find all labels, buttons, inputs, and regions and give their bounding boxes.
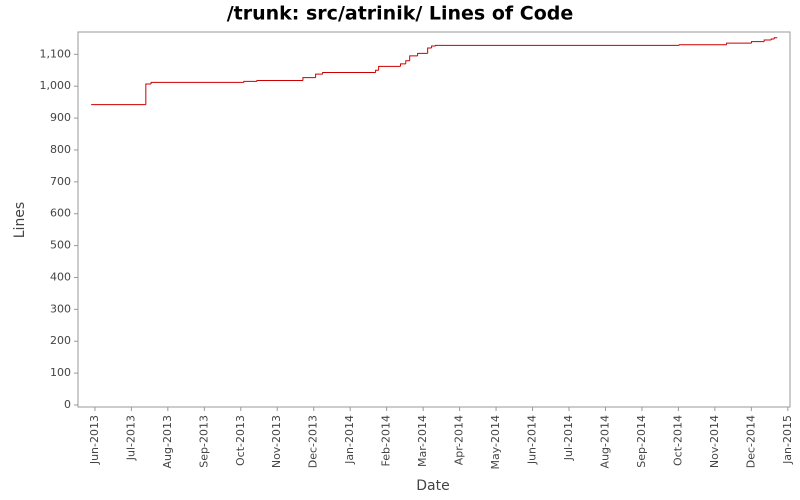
- x-tick-label: Jun-2014: [526, 415, 539, 465]
- x-tick-label: Aug-2014: [598, 415, 611, 468]
- line-step: [427, 47, 432, 54]
- line-step: [322, 71, 376, 75]
- x-tick-label: Aug-2013: [161, 415, 174, 468]
- line-step: [678, 44, 727, 46]
- plot-area: [77, 31, 791, 408]
- x-tick-label: Jun-2013: [88, 415, 101, 465]
- y-axis-title: Lines: [12, 202, 28, 238]
- y-tick-label: 800: [50, 143, 71, 156]
- line-step: [378, 65, 401, 71]
- x-tick-label: Jan-2015: [781, 415, 794, 465]
- x-tick-label: Apr-2014: [453, 415, 466, 465]
- y-tick-label: 100: [50, 366, 71, 379]
- line-step: [256, 79, 303, 82]
- line-step: [315, 73, 323, 78]
- line-step: [400, 63, 406, 67]
- x-tick-label: Dec-2014: [744, 415, 757, 468]
- line-step: [435, 44, 680, 47]
- line-step: [302, 77, 316, 81]
- x-axis-title: Date: [416, 478, 449, 494]
- x-tick-label: Jan-2014: [343, 415, 356, 465]
- line-step: [405, 60, 410, 64]
- y-tick-label: 600: [50, 207, 71, 220]
- x-tick-label: Nov-2013: [270, 415, 283, 468]
- y-tick-label: 700: [50, 175, 71, 188]
- x-tick-label: Sep-2014: [635, 415, 648, 468]
- y-tick-label: 1,100: [40, 47, 72, 60]
- line-step: [243, 80, 257, 83]
- line-step: [409, 55, 418, 61]
- y-tick-label: 300: [50, 302, 71, 315]
- line-step: [763, 39, 772, 42]
- line-step: [417, 52, 428, 56]
- line-step: [726, 42, 752, 45]
- y-tick-label: 200: [50, 334, 71, 347]
- x-tick-label: Oct-2014: [671, 415, 684, 466]
- y-tick-label: 500: [50, 239, 71, 252]
- x-tick-label: Sep-2013: [197, 415, 210, 468]
- line-step: [773, 37, 778, 40]
- x-tick-label: May-2014: [489, 415, 502, 470]
- x-tick-label: Nov-2014: [708, 415, 721, 468]
- line-step: [770, 38, 775, 40]
- x-tick-label: Oct-2013: [234, 415, 247, 466]
- x-tick-label: Feb-2014: [380, 415, 393, 466]
- line-step: [145, 83, 152, 105]
- y-tick-label: 900: [50, 111, 71, 124]
- line-step: [750, 41, 765, 44]
- x-tick-label: Jul-2014: [562, 415, 575, 461]
- y-tick-label: 1,000: [40, 79, 72, 92]
- y-tick-label: 400: [50, 270, 71, 283]
- x-tick-label: Jul-2013: [124, 415, 137, 461]
- line-step: [150, 81, 244, 84]
- line-step: [431, 45, 436, 48]
- y-tick-label: 0: [64, 398, 71, 411]
- x-tick-label: Dec-2013: [307, 415, 320, 468]
- chart-title: /trunk: src/atrinik/ Lines of Code: [227, 3, 574, 25]
- line-step: [375, 69, 379, 73]
- x-tick-label: Mar-2014: [416, 415, 429, 467]
